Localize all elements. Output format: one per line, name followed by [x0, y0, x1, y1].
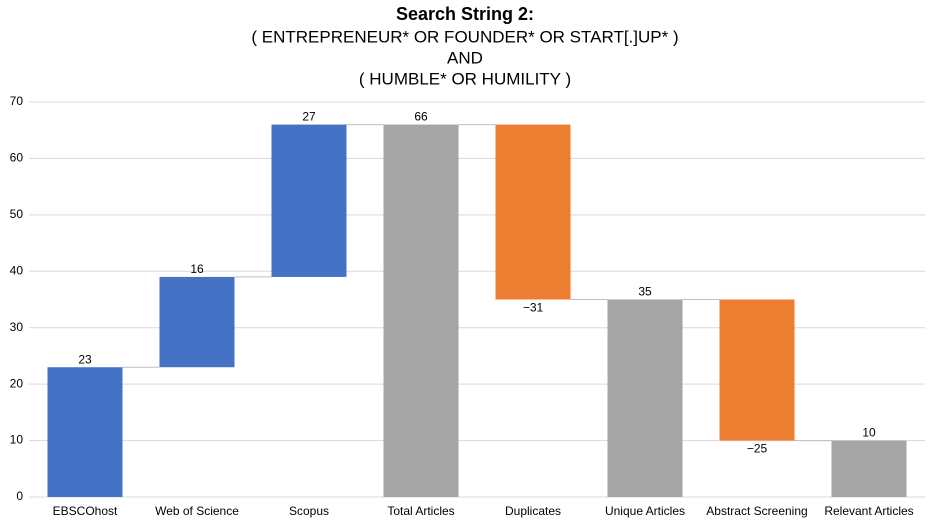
x-tick-label: Abstract Screening	[706, 504, 807, 518]
bar	[831, 440, 907, 497]
data-label: 16	[190, 262, 204, 276]
data-label: 35	[638, 285, 652, 299]
x-tick-label: Relevant Articles	[824, 504, 913, 518]
x-tick-label: Scopus	[289, 504, 329, 518]
y-tick-label: 50	[10, 207, 24, 221]
bar	[383, 124, 459, 498]
data-label: −31	[523, 301, 544, 315]
chart-title: Search String 2:	[396, 4, 534, 24]
x-tick-label: Unique Articles	[605, 504, 685, 518]
bar	[271, 124, 347, 277]
y-tick-label: 70	[10, 94, 24, 108]
y-tick-label: 0	[16, 489, 23, 503]
data-label: 10	[862, 426, 876, 440]
bar	[607, 299, 683, 497]
data-label: 27	[302, 110, 316, 124]
data-label: −25	[747, 442, 768, 456]
data-label: 23	[78, 352, 92, 366]
y-tick-label: 10	[10, 433, 24, 447]
bar	[159, 276, 235, 368]
y-tick-label: 20	[10, 376, 24, 390]
y-tick-label: 60	[10, 151, 24, 165]
x-tick-label: Duplicates	[505, 504, 561, 518]
y-tick-label: 30	[10, 320, 24, 334]
chart-subtitle: ( HUMBLE* OR HUMILITY )	[359, 69, 571, 88]
data-label: 66	[414, 110, 428, 124]
x-tick-label: Total Articles	[387, 504, 454, 518]
y-tick-label: 40	[10, 263, 24, 277]
bar	[719, 299, 795, 441]
bar	[47, 367, 123, 497]
bar	[495, 124, 571, 300]
chart-subtitle: ( ENTREPRENEUR* OR FOUNDER* OR START[.]U…	[251, 27, 678, 46]
x-tick-label: Web of Science	[155, 504, 239, 518]
x-tick-label: EBSCOhost	[53, 504, 118, 518]
chart-subtitle: AND	[447, 48, 483, 67]
